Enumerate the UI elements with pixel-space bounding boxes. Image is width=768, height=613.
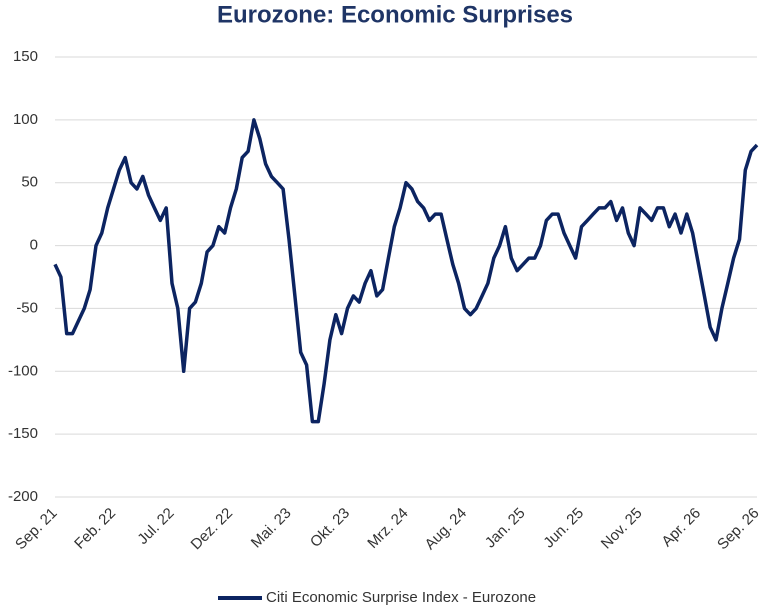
x-tick-label: Sep. 26	[714, 505, 763, 554]
x-tick-label: Aug. 24	[422, 505, 471, 554]
y-tick-label: -100	[8, 362, 38, 379]
x-tick-label: Jan. 25	[482, 505, 529, 552]
y-tick-label: 50	[21, 174, 38, 191]
y-tick-label: 100	[13, 111, 38, 128]
x-tick-label: Nov. 25	[598, 505, 646, 553]
legend-label: Citi Economic Surprise Index - Eurozone	[266, 589, 536, 606]
x-tick-label: Feb. 22	[71, 505, 119, 553]
x-tick-label: Sep. 21	[12, 505, 61, 554]
y-tick-label: -200	[8, 488, 38, 505]
y-tick-label: -50	[16, 299, 38, 316]
x-tick-label: Jul. 22	[134, 505, 177, 548]
x-tick-label: Dez. 22	[188, 505, 237, 554]
x-tick-label: Okt. 23	[307, 505, 353, 551]
y-tick-label: 0	[30, 237, 38, 254]
data-line	[53, 118, 759, 424]
y-tick-label: -150	[8, 425, 38, 442]
y-tick-label: 150	[13, 48, 38, 65]
x-tick-label: Jun. 25	[540, 505, 587, 552]
x-tick-label: Apr. 26	[658, 505, 704, 551]
chart-title: Eurozone: Economic Surprises	[217, 1, 573, 28]
x-tick-label: Mai. 23	[248, 505, 295, 552]
x-tick-label: Mrz. 24	[364, 505, 411, 552]
